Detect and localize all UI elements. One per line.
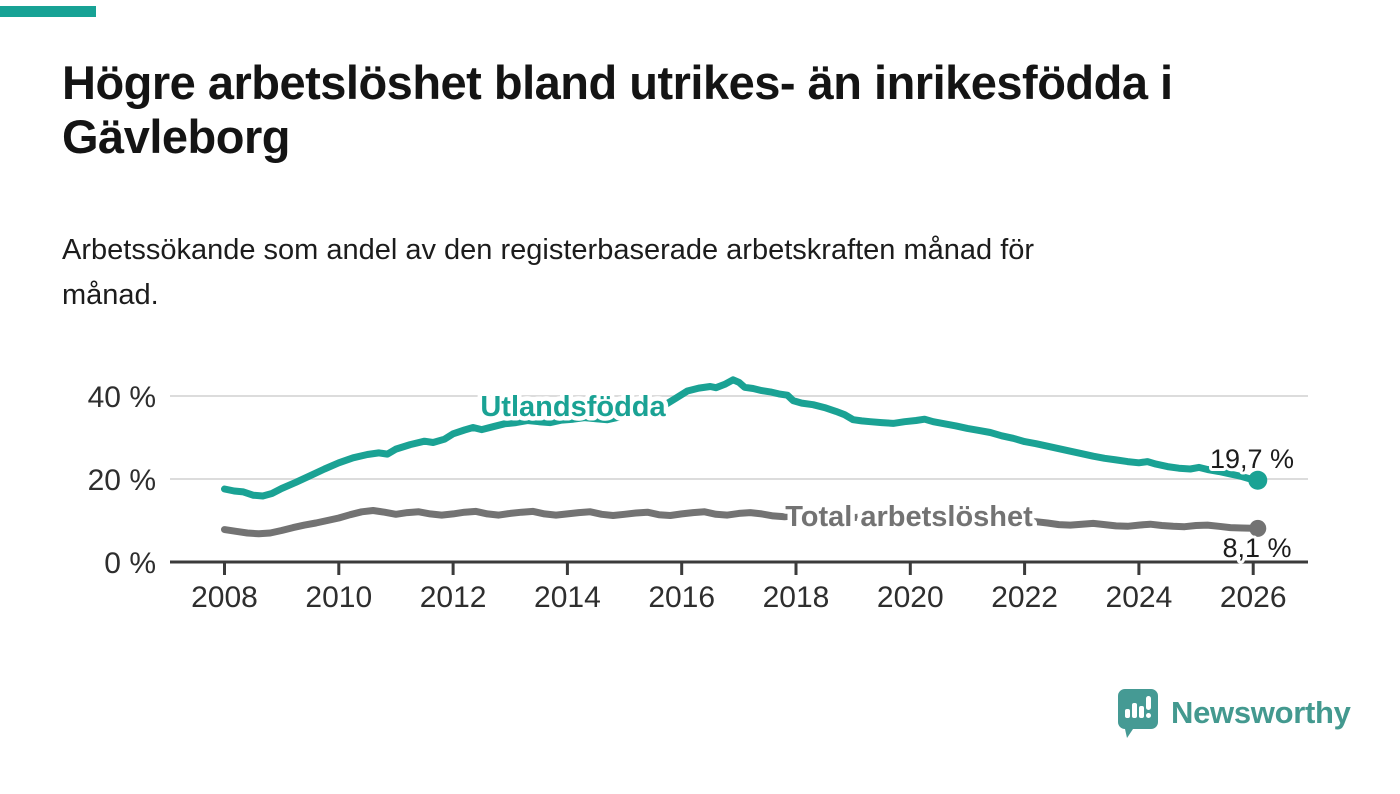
x-tick-label: 2022 [991,581,1058,614]
y-tick-label: 20 % [88,464,156,497]
series-line-total [221,507,1262,538]
x-tick-label: 2026 [1220,581,1287,614]
logo-text: Newsworthy [1171,695,1351,730]
series-line-utlandsfodda [221,376,1262,500]
series-label: Total arbetslöshet [785,501,1033,533]
series-end-dot-utlandsfodda [1248,470,1268,490]
x-tick-label: 2012 [420,581,487,614]
series-label: Utlandsfödda [480,391,666,423]
x-tick-label: 2018 [763,581,830,614]
speech-bubble-bar-chart-icon [1118,689,1158,738]
end-value-label: 19,7 % [1210,444,1294,474]
x-tick-label: 2016 [648,581,715,614]
x-tick-label: 2014 [534,581,601,614]
end-value-label: 8,1 % [1222,533,1291,563]
newsworthy-logo: Newsworthy [1116,687,1351,739]
x-tick-label: 2024 [1106,581,1173,614]
y-tick-label: 0 % [104,547,156,580]
series-end-dot-total [1249,519,1267,537]
page-title: Högre arbetslöshet bland utrikes- än inr… [62,56,1173,163]
page-subtitle: Arbetssökande som andel av den registerb… [62,234,1035,311]
x-tick-label: 2010 [305,581,372,614]
x-tick-label: 2020 [877,581,944,614]
accent-bar [0,6,96,17]
y-tick-label: 40 % [88,381,156,414]
x-tick-label: 2008 [191,581,258,614]
